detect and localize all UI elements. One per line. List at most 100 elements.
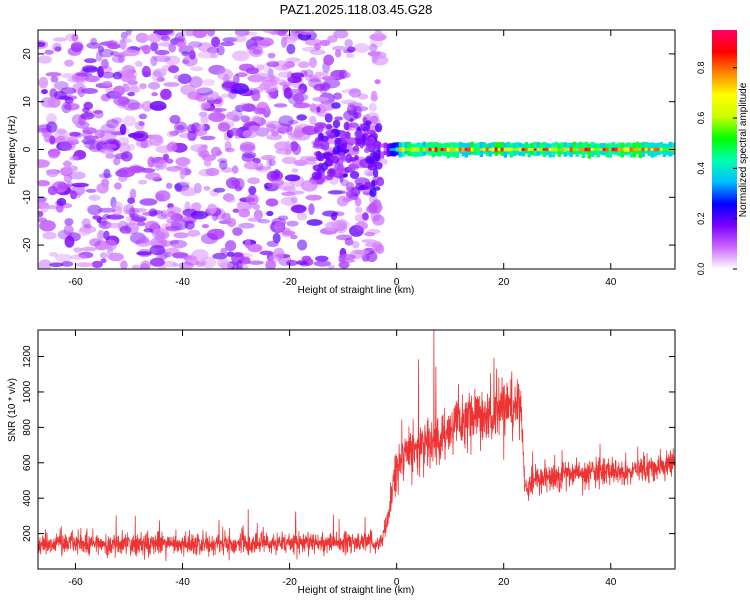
heatmap-cell [370, 37, 384, 48]
heatmap-cell [125, 30, 132, 36]
heatmap-cell [252, 48, 262, 55]
heatmap-cell [425, 148, 430, 151]
heatmap-cell [524, 142, 529, 154]
heatmap-cell [327, 264, 336, 269]
heatmap-cell [608, 148, 613, 151]
heatmap-cell [361, 134, 366, 142]
heatmap-cell [85, 75, 100, 83]
heatmap-cell [168, 43, 177, 53]
heatmap-cell [386, 147, 391, 152]
heatmap-cell [315, 255, 329, 262]
heatmap-cell [248, 125, 261, 131]
colorbar-tick-label: 0.6 [696, 112, 706, 125]
heatmap-cell [272, 251, 285, 260]
heatmap-cell [96, 183, 109, 194]
heatmap-cell [38, 55, 52, 64]
heatmap-cell [581, 147, 586, 152]
heatmap-cell [333, 30, 349, 39]
heatmap-cell [232, 227, 243, 236]
x-tick-label: 20 [498, 577, 510, 588]
heatmap-cell [197, 42, 214, 52]
heatmap-cell [180, 84, 196, 96]
heatmap-cell [178, 261, 194, 269]
heatmap-cell [177, 41, 186, 48]
heatmap-cell [641, 147, 646, 152]
heatmap-cell [464, 148, 469, 151]
heatmap-cell [207, 46, 220, 54]
heatmap-cell [211, 36, 221, 48]
heatmap-cell [587, 147, 592, 152]
spectrogram-marks [38, 30, 675, 269]
heatmap-cell [352, 145, 360, 152]
heatmap-cell [476, 147, 481, 152]
y-tick-label: 20 [22, 48, 33, 60]
heatmap-cell [101, 58, 109, 69]
heatmap-cell [105, 40, 119, 49]
heatmap-cell [147, 82, 161, 90]
heatmap-cell [354, 130, 363, 138]
heatmap-cell [331, 102, 341, 109]
heatmap-cell [395, 147, 400, 152]
heatmap-cell [327, 134, 335, 139]
heatmap-cell [150, 41, 159, 52]
heatmap-cell [282, 230, 296, 236]
heatmap-cell [365, 155, 374, 165]
heatmap-cell [346, 46, 356, 53]
heatmap-cell [106, 222, 123, 229]
heatmap-cell [257, 218, 271, 224]
heatmap-cell [123, 204, 135, 215]
heatmap-cell [626, 147, 631, 152]
heatmap-cell [231, 83, 249, 95]
heatmap-cell [50, 76, 59, 83]
heatmap-cell [110, 196, 117, 209]
heatmap-cell [338, 261, 350, 269]
heatmap-cell [169, 130, 179, 136]
heatmap-cell [653, 147, 658, 152]
heatmap-cell [139, 198, 158, 206]
heatmap-cell [398, 147, 403, 152]
heatmap-cell [297, 61, 310, 69]
heatmap-cell [349, 118, 354, 122]
heatmap-cell [164, 55, 181, 65]
heatmap-cell [617, 147, 622, 152]
heatmap-cell [166, 130, 177, 138]
heatmap-cell [169, 114, 181, 124]
heatmap-cell [209, 107, 227, 112]
heatmap-cell [300, 180, 318, 192]
heatmap-cell [348, 122, 359, 128]
heatmap-cell [70, 41, 84, 53]
heatmap-cell [488, 148, 493, 151]
heatmap-cell [49, 262, 64, 268]
heatmap-cell [219, 262, 234, 269]
heatmap-cell [178, 45, 194, 55]
heatmap-cell [371, 90, 378, 100]
heatmap-cell [332, 149, 337, 155]
heatmap-cell [198, 123, 205, 134]
heatmap-cell [64, 59, 74, 67]
heatmap-cell [309, 49, 326, 56]
heatmap-cell [473, 148, 478, 151]
heatmap-cell [315, 150, 322, 161]
heatmap-cell [54, 128, 68, 141]
heatmap-cell [46, 169, 59, 178]
heatmap-cell [286, 259, 298, 267]
heatmap-cell [369, 33, 387, 41]
heatmap-cell [304, 38, 322, 46]
heatmap-cell [46, 113, 57, 125]
heatmap-cell [345, 53, 355, 58]
y-tick-label: 600 [22, 454, 33, 471]
x-tick-label: 40 [605, 577, 617, 588]
heatmap-cell [365, 138, 372, 147]
heatmap-cell [305, 194, 323, 201]
heatmap-cell [41, 89, 48, 95]
heatmap-cell [372, 214, 385, 226]
heatmap-cell [614, 147, 619, 152]
heatmap-cell [71, 182, 89, 188]
x-tick-label: -40 [175, 577, 190, 588]
heatmap-cell [368, 201, 383, 214]
heatmap-cell [590, 148, 595, 151]
heatmap-cell [308, 203, 315, 215]
spectrogram-y-ticks: -20 -10 0 10 20 [22, 48, 675, 252]
heatmap-cell [290, 88, 305, 94]
heatmap-cell [173, 232, 189, 239]
